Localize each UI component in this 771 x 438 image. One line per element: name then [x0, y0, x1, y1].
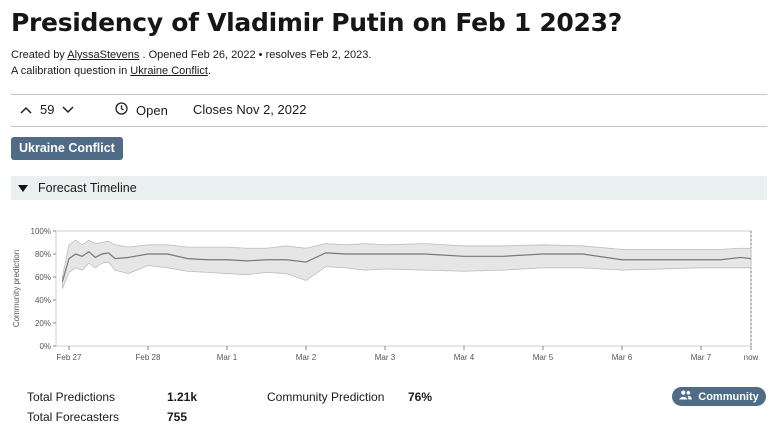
- x-tick-label: Feb 27: [57, 353, 82, 362]
- category-tag[interactable]: Ukraine Conflict: [11, 137, 123, 160]
- y-tick-label: 80%: [35, 250, 51, 259]
- people-icon: [679, 390, 693, 403]
- triangle-down-icon: [18, 184, 28, 192]
- opened-text: . Opened Feb 26, 2022 • resolves Feb 2, …: [139, 49, 372, 61]
- calibration-link[interactable]: Ukraine Conflict: [130, 65, 208, 77]
- x-tick-label: Mar 5: [533, 353, 554, 362]
- confidence-band: [62, 239, 752, 289]
- y-axis-label: Community prediction: [12, 250, 21, 327]
- y-tick-label: 20%: [35, 319, 51, 328]
- created-prefix: Created by: [11, 49, 68, 61]
- clock-icon: [115, 102, 128, 118]
- vote-control: 59: [20, 102, 74, 117]
- total-forecasters-value: 755: [167, 410, 188, 424]
- calibration-line: A calibration question in Ukraine Confli…: [11, 65, 211, 77]
- total-forecasters-label: Total Forecasters: [27, 410, 120, 424]
- page-title: Presidency of Vladimir Putin on Feb 1 20…: [11, 8, 622, 37]
- x-tick-label: Mar 4: [454, 353, 475, 362]
- total-predictions-label: Total Predictions: [27, 390, 116, 404]
- y-tick-label: 60%: [35, 273, 51, 282]
- divider-top: [11, 94, 767, 95]
- x-tick-label: Mar 3: [375, 353, 396, 362]
- question-meta: Created by AlyssaStevens . Opened Feb 26…: [11, 49, 371, 61]
- question-status: Open: [115, 102, 168, 118]
- forecast-timeline-label: Forecast Timeline: [38, 181, 137, 195]
- community-button-label: Community: [698, 390, 759, 403]
- community-prediction-label: Community Prediction: [267, 390, 385, 404]
- calibration-suffix: .: [207, 65, 211, 77]
- forecast-chart: 0% 20% 40% 60% 80% 100% Community prediction Fe…: [12, 227, 759, 362]
- forecast-timeline-header[interactable]: Forecast Timeline: [11, 176, 767, 200]
- community-prediction-line: [61, 250, 752, 282]
- vote-count: 59: [40, 102, 55, 117]
- x-tick-label: Mar 7: [691, 353, 712, 362]
- community-button[interactable]: Community: [672, 387, 766, 406]
- y-tick-label: 40%: [35, 296, 51, 305]
- chevron-up-icon[interactable]: [20, 106, 32, 114]
- x-tick-label: now: [744, 353, 759, 362]
- total-predictions-value: 1.21k: [167, 390, 198, 404]
- x-tick-label: Mar 2: [296, 353, 317, 362]
- calibration-prefix: A calibration question in: [11, 65, 131, 77]
- x-tick-label: Mar 1: [217, 353, 238, 362]
- status-text: Open: [136, 102, 168, 118]
- y-tick-label: 0%: [39, 342, 51, 351]
- x-tick-label: Feb 28: [136, 353, 161, 362]
- divider-bottom: [11, 126, 767, 127]
- community-prediction-value: 76%: [408, 390, 433, 404]
- chevron-down-icon[interactable]: [62, 105, 74, 114]
- closes-date: Closes Nov 2, 2022: [193, 102, 307, 117]
- y-tick-label: 100%: [31, 227, 51, 236]
- author-link[interactable]: AlyssaStevens: [67, 49, 140, 61]
- x-tick-label: Mar 6: [612, 353, 633, 362]
